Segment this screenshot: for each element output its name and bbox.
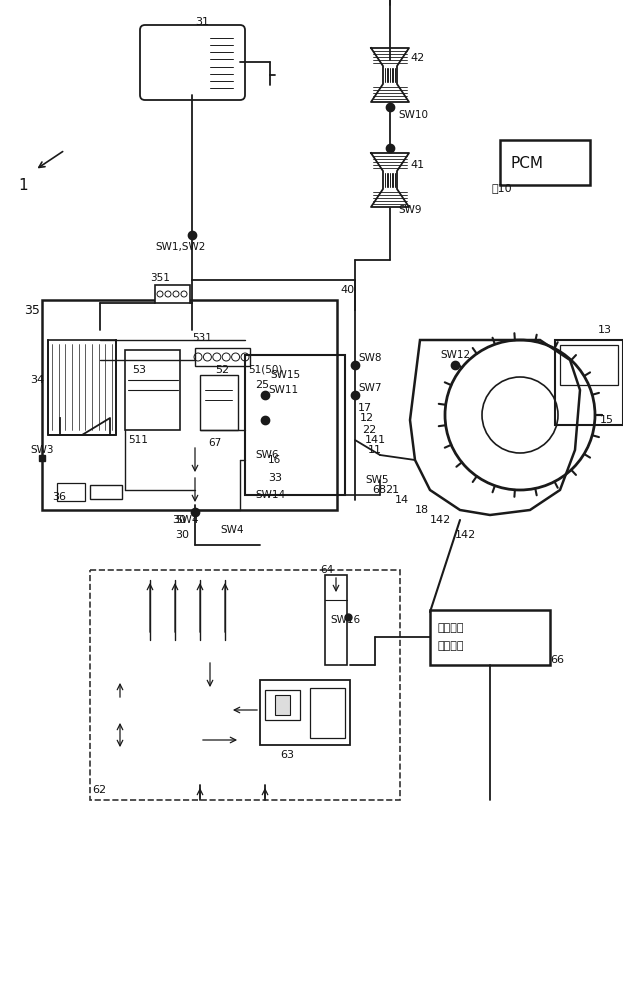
Text: 33: 33 <box>268 473 282 483</box>
Text: 22: 22 <box>362 425 376 435</box>
Text: SW6: SW6 <box>255 450 278 460</box>
Text: 15: 15 <box>600 415 614 425</box>
Text: 低压燃料: 低压燃料 <box>437 623 464 633</box>
Text: SW15: SW15 <box>270 370 300 380</box>
Bar <box>90 570 400 800</box>
Text: SW7: SW7 <box>358 383 381 393</box>
Text: SW4: SW4 <box>220 525 244 535</box>
Text: 40: 40 <box>340 285 354 295</box>
Text: SW8: SW8 <box>358 353 381 363</box>
Text: 供应系统: 供应系统 <box>437 641 464 651</box>
Text: SW14: SW14 <box>255 490 285 500</box>
Text: SW12: SW12 <box>440 350 470 360</box>
Text: 11: 11 <box>368 445 382 455</box>
Text: 21: 21 <box>385 485 399 495</box>
Text: SW10: SW10 <box>398 110 428 120</box>
Text: 34: 34 <box>30 375 44 385</box>
Text: 67: 67 <box>208 438 221 448</box>
Text: 68: 68 <box>372 485 386 495</box>
Text: PCM: PCM <box>510 155 543 170</box>
Text: 35: 35 <box>24 304 40 316</box>
Text: 53: 53 <box>132 365 146 375</box>
Text: 511: 511 <box>128 435 148 445</box>
Text: SW9: SW9 <box>398 205 422 215</box>
Text: 52: 52 <box>215 365 229 375</box>
Bar <box>560 345 618 385</box>
Bar <box>42 300 337 510</box>
Bar <box>260 680 350 745</box>
FancyBboxPatch shape <box>140 25 245 100</box>
Text: 16: 16 <box>268 455 281 465</box>
Text: 1: 1 <box>18 178 27 192</box>
Bar <box>275 695 290 715</box>
Bar <box>57 483 85 501</box>
Text: ～10: ～10 <box>492 183 513 193</box>
Bar <box>90 485 122 499</box>
Text: SW3: SW3 <box>30 445 54 455</box>
Text: 51(50): 51(50) <box>248 365 282 375</box>
Text: SW1,SW2: SW1,SW2 <box>155 242 206 252</box>
Bar <box>500 140 590 185</box>
Text: 142: 142 <box>455 530 476 540</box>
Bar <box>265 690 300 720</box>
Text: 30: 30 <box>172 515 186 525</box>
Text: 42: 42 <box>410 53 424 63</box>
Bar <box>125 350 180 430</box>
Text: 12: 12 <box>360 413 374 423</box>
Bar <box>555 340 623 425</box>
Bar <box>430 610 550 665</box>
Text: 36: 36 <box>52 492 66 502</box>
Bar <box>310 688 345 738</box>
Text: SW4: SW4 <box>175 515 199 525</box>
Text: 64: 64 <box>320 565 333 575</box>
Text: 17: 17 <box>358 403 372 413</box>
Text: SW11: SW11 <box>268 385 298 395</box>
Bar <box>245 355 345 495</box>
Bar <box>200 375 238 430</box>
Text: 14: 14 <box>395 495 409 505</box>
Text: 66: 66 <box>550 655 564 665</box>
Text: SW5: SW5 <box>365 475 389 485</box>
Text: SW16: SW16 <box>330 615 360 625</box>
Text: 63: 63 <box>280 750 294 760</box>
Text: 142: 142 <box>430 515 451 525</box>
Bar <box>325 575 347 665</box>
Bar <box>48 340 116 435</box>
Text: 18: 18 <box>415 505 429 515</box>
Text: 30: 30 <box>175 530 189 540</box>
Bar <box>195 348 250 366</box>
Text: 13: 13 <box>598 325 612 335</box>
Bar <box>155 285 190 303</box>
Text: 531: 531 <box>192 333 212 343</box>
Text: 41: 41 <box>410 160 424 170</box>
Text: 141: 141 <box>365 435 386 445</box>
Text: 62: 62 <box>92 785 106 795</box>
Text: 351: 351 <box>150 273 170 283</box>
Text: 31: 31 <box>195 17 209 27</box>
Text: 25: 25 <box>255 380 269 390</box>
